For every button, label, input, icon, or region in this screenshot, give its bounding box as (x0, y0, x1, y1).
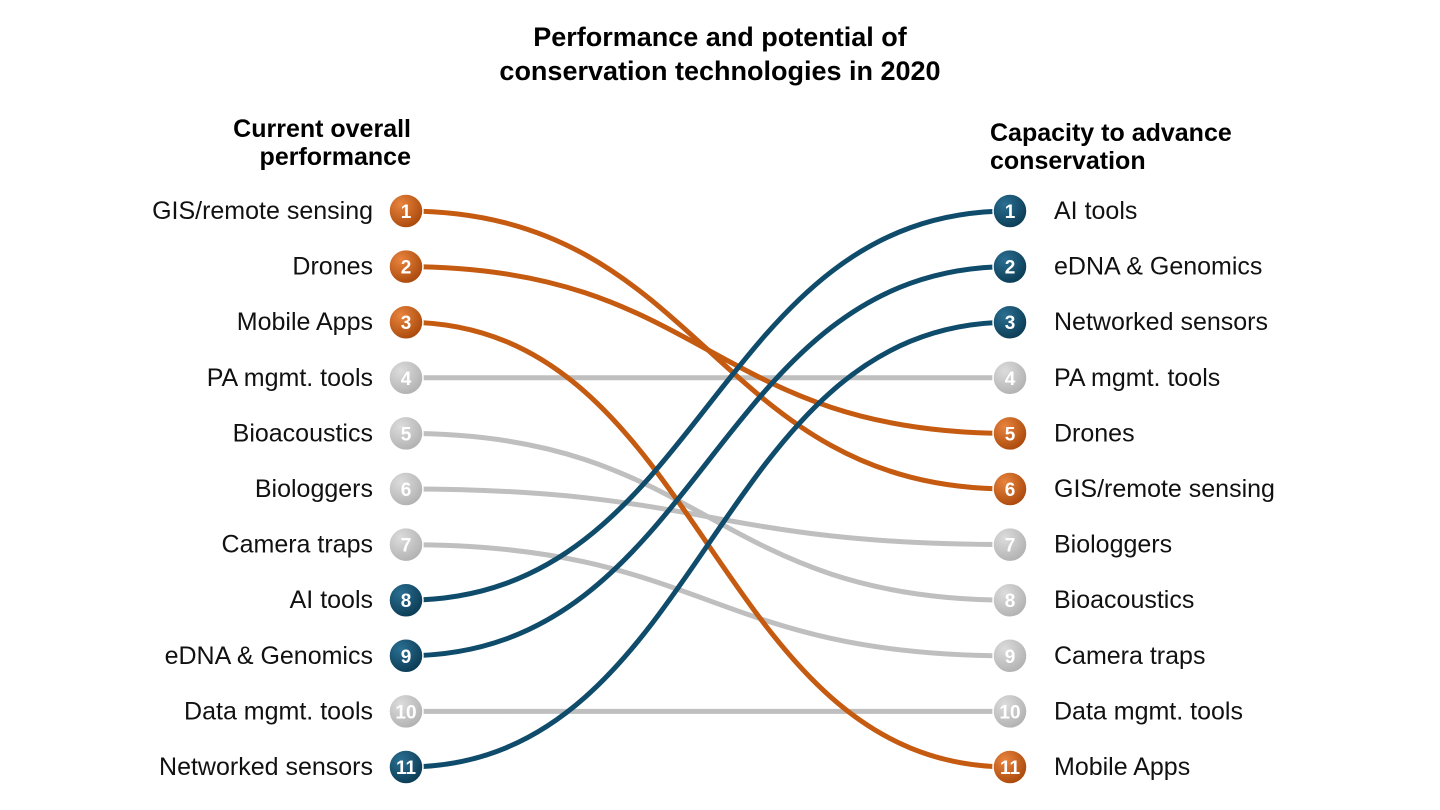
left-rank-number-7: 7 (401, 536, 412, 557)
connector-line-2-to-5 (403, 264, 1013, 436)
chart-title-line-1: Performance and potential of (533, 22, 908, 52)
right-label-camera-traps: Camera traps (1054, 642, 1205, 670)
left-rank-number-3: 3 (401, 313, 412, 334)
left-rank-marker-1 (388, 193, 424, 229)
right-rank-number-5: 5 (1005, 424, 1016, 445)
chart-title: Performance and potential of conservatio… (499, 22, 940, 86)
left-rank-marker-3 (388, 304, 424, 340)
right-label-data-mgmt-tools: Data mgmt. tools (1054, 697, 1243, 725)
left-label-biologgers: Biologgers (255, 475, 373, 503)
left-rank-marker-2 (388, 248, 424, 285)
left-label-data-mgmt-tools: Data mgmt. tools (184, 697, 373, 725)
right-rank-number-2: 2 (1005, 258, 1016, 279)
left-heading-line-1: Current overall (233, 115, 411, 143)
connector-lines (403, 208, 1013, 770)
connector-line-11-to-3 (403, 319, 1013, 770)
left-rank-number-2: 2 (401, 258, 412, 279)
left-rank-marker-5 (388, 415, 424, 452)
left-rank-marker-9 (388, 638, 424, 674)
left-label-edna-genomics: eDNA & Genomics (165, 642, 373, 670)
right-heading-line-1: Capacity to advance (990, 119, 1232, 147)
left-label-pa-mgmt-tools: PA mgmt. tools (207, 364, 373, 392)
connector-line-6-to-7 (403, 486, 1013, 548)
left-rank-marker-11 (388, 749, 424, 785)
right-label-networked-sensors: Networked sensors (1054, 308, 1268, 336)
right-label-bioacoustics: Bioacoustics (1054, 586, 1194, 614)
right-rank-number-1: 1 (1005, 202, 1016, 223)
right-label-mobile-apps: Mobile Apps (1054, 753, 1190, 781)
right-rank-number-3: 3 (1005, 313, 1016, 334)
left-rank-markers: 1 2 3 4 5 6 7 8 9 10 11 (388, 193, 424, 785)
left-label-networked-sensors: Networked sensors (159, 753, 373, 781)
right-rank-number-4: 4 (1005, 369, 1016, 390)
right-rank-marker-3 (992, 304, 1028, 340)
left-technology-labels: GIS/remote sensing Drones Mobile Apps PA mg… (152, 197, 373, 781)
left-label-camera-traps: Camera traps (222, 531, 373, 559)
right-column-heading: Capacity to advance conservation (990, 119, 1232, 175)
right-rank-number-7: 7 (1005, 536, 1016, 557)
left-rank-number-11: 11 (396, 758, 417, 779)
right-label-gis-remote-sensing: GIS/remote sensing (1054, 475, 1275, 503)
left-rank-marker-10 (388, 693, 424, 730)
chart-title-line-2: conservation technologies in 2020 (499, 56, 940, 86)
right-technology-labels: AI tools eDNA & Genomics Networked sensors… (1054, 197, 1275, 781)
right-rank-markers: 1 2 3 4 5 6 7 8 9 10 11 (992, 193, 1028, 785)
left-label-ai-tools: AI tools (290, 586, 373, 614)
right-label-pa-mgmt-tools: PA mgmt. tools (1054, 364, 1220, 392)
right-label-edna-genomics: eDNA & Genomics (1054, 253, 1262, 281)
right-rank-number-6: 6 (1005, 480, 1016, 501)
right-rank-marker-2 (992, 248, 1028, 285)
left-label-mobile-apps: Mobile Apps (237, 308, 373, 336)
right-rank-marker-5 (992, 415, 1028, 452)
right-rank-number-10: 10 (999, 702, 1020, 723)
left-rank-number-8: 8 (401, 591, 412, 612)
right-rank-marker-7 (992, 526, 1028, 563)
connector-line-8-to-1 (403, 208, 1013, 603)
left-heading-line-2: performance (260, 143, 412, 171)
left-rank-number-1: 1 (401, 202, 412, 223)
left-rank-number-10: 10 (395, 702, 416, 723)
left-rank-marker-4 (388, 360, 424, 396)
right-rank-marker-10 (992, 693, 1028, 730)
right-rank-marker-6 (992, 471, 1028, 507)
connector-line-7-to-9 (403, 542, 1013, 659)
left-rank-number-5: 5 (401, 424, 412, 445)
right-rank-marker-8 (992, 582, 1028, 618)
right-heading-line-2: conservation (990, 147, 1146, 175)
left-rank-number-4: 4 (401, 369, 412, 390)
right-rank-marker-1 (992, 193, 1028, 229)
right-rank-marker-9 (992, 638, 1028, 674)
right-label-ai-tools: AI tools (1054, 197, 1137, 225)
right-rank-number-11: 11 (1000, 758, 1021, 779)
connector-line-9-to-2 (403, 264, 1013, 659)
left-rank-marker-8 (388, 582, 424, 618)
left-label-bioacoustics: Bioacoustics (233, 419, 373, 447)
right-rank-number-8: 8 (1005, 591, 1016, 612)
right-rank-number-9: 9 (1005, 647, 1016, 668)
left-rank-marker-7 (388, 526, 424, 563)
left-rank-number-9: 9 (401, 647, 412, 668)
right-label-biologgers: Biologgers (1054, 531, 1172, 559)
left-rank-number-6: 6 (401, 480, 412, 501)
left-label-drones: Drones (292, 253, 373, 281)
left-column-heading: Current overall performance (233, 115, 411, 171)
right-rank-marker-4 (992, 360, 1028, 396)
left-rank-marker-6 (388, 471, 424, 507)
right-label-drones: Drones (1054, 419, 1135, 447)
left-label-gis-remote-sensing: GIS/remote sensing (152, 197, 373, 225)
right-rank-marker-11 (992, 749, 1028, 785)
